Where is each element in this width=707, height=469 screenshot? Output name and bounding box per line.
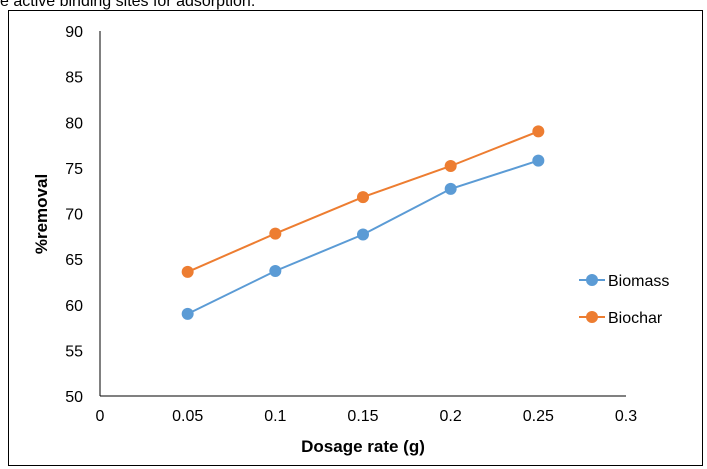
- legend-marker-biochar: [586, 311, 598, 323]
- y-tick-label: 50: [65, 389, 83, 406]
- data-point-biomass: [532, 154, 545, 167]
- legend-label-biochar: Biochar: [608, 310, 663, 327]
- legend-marker-biomass: [586, 274, 598, 286]
- y-axis-label: %removal: [32, 174, 51, 254]
- chart-legend: Biomass Biochar: [579, 273, 669, 327]
- x-tick-label: 0.2: [440, 408, 462, 425]
- chart-series: [181, 125, 545, 320]
- x-axis-label: Dosage rate (g): [301, 437, 425, 456]
- y-tick-labels: 50 55 60 65 70 75 80 85 90: [65, 24, 83, 406]
- data-point-biochar: [181, 265, 194, 278]
- y-tick-label: 80: [65, 115, 83, 132]
- caption-text-fragment: e active binding sites for adsorption.: [0, 0, 256, 10]
- y-tick-label: 90: [65, 24, 83, 41]
- data-point-biomass: [444, 182, 457, 195]
- y-tick-label: 75: [65, 161, 83, 178]
- data-point-biochar: [532, 125, 545, 138]
- x-tick-label: 0.3: [615, 408, 637, 425]
- y-tick-label: 70: [65, 207, 83, 224]
- y-tick-label: 85: [65, 70, 83, 87]
- y-tick-label: 60: [65, 298, 83, 315]
- chart-axes: [99, 31, 626, 397]
- data-point-biochar: [444, 160, 457, 173]
- data-point-biochar: [269, 227, 282, 240]
- x-tick-label: 0.05: [172, 408, 203, 425]
- y-tick-label: 55: [65, 343, 83, 360]
- x-tick-label: 0: [96, 408, 105, 425]
- data-point-biochar: [357, 191, 369, 204]
- legend-label-biomass: Biomass: [608, 273, 669, 290]
- x-tick-label: 0.1: [264, 408, 286, 425]
- chart-frame: 50 55 60 65 70 75 80 85 90 0 0.05 0.1 0.15 0.2 0.25 0.…: [8, 10, 703, 466]
- data-point-biomass: [269, 264, 282, 277]
- data-point-biomass: [181, 307, 194, 320]
- x-tick-label: 0.15: [347, 408, 378, 425]
- data-point-biomass: [357, 228, 369, 241]
- x-tick-labels: 0 0.05 0.1 0.15 0.2 0.25 0.3: [96, 408, 638, 425]
- y-tick-label: 65: [65, 252, 83, 269]
- line-chart: 50 55 60 65 70 75 80 85 90 0 0.05 0.1 0.15 0.2 0.25 0.…: [32, 24, 669, 456]
- x-tick-label: 0.25: [523, 408, 554, 425]
